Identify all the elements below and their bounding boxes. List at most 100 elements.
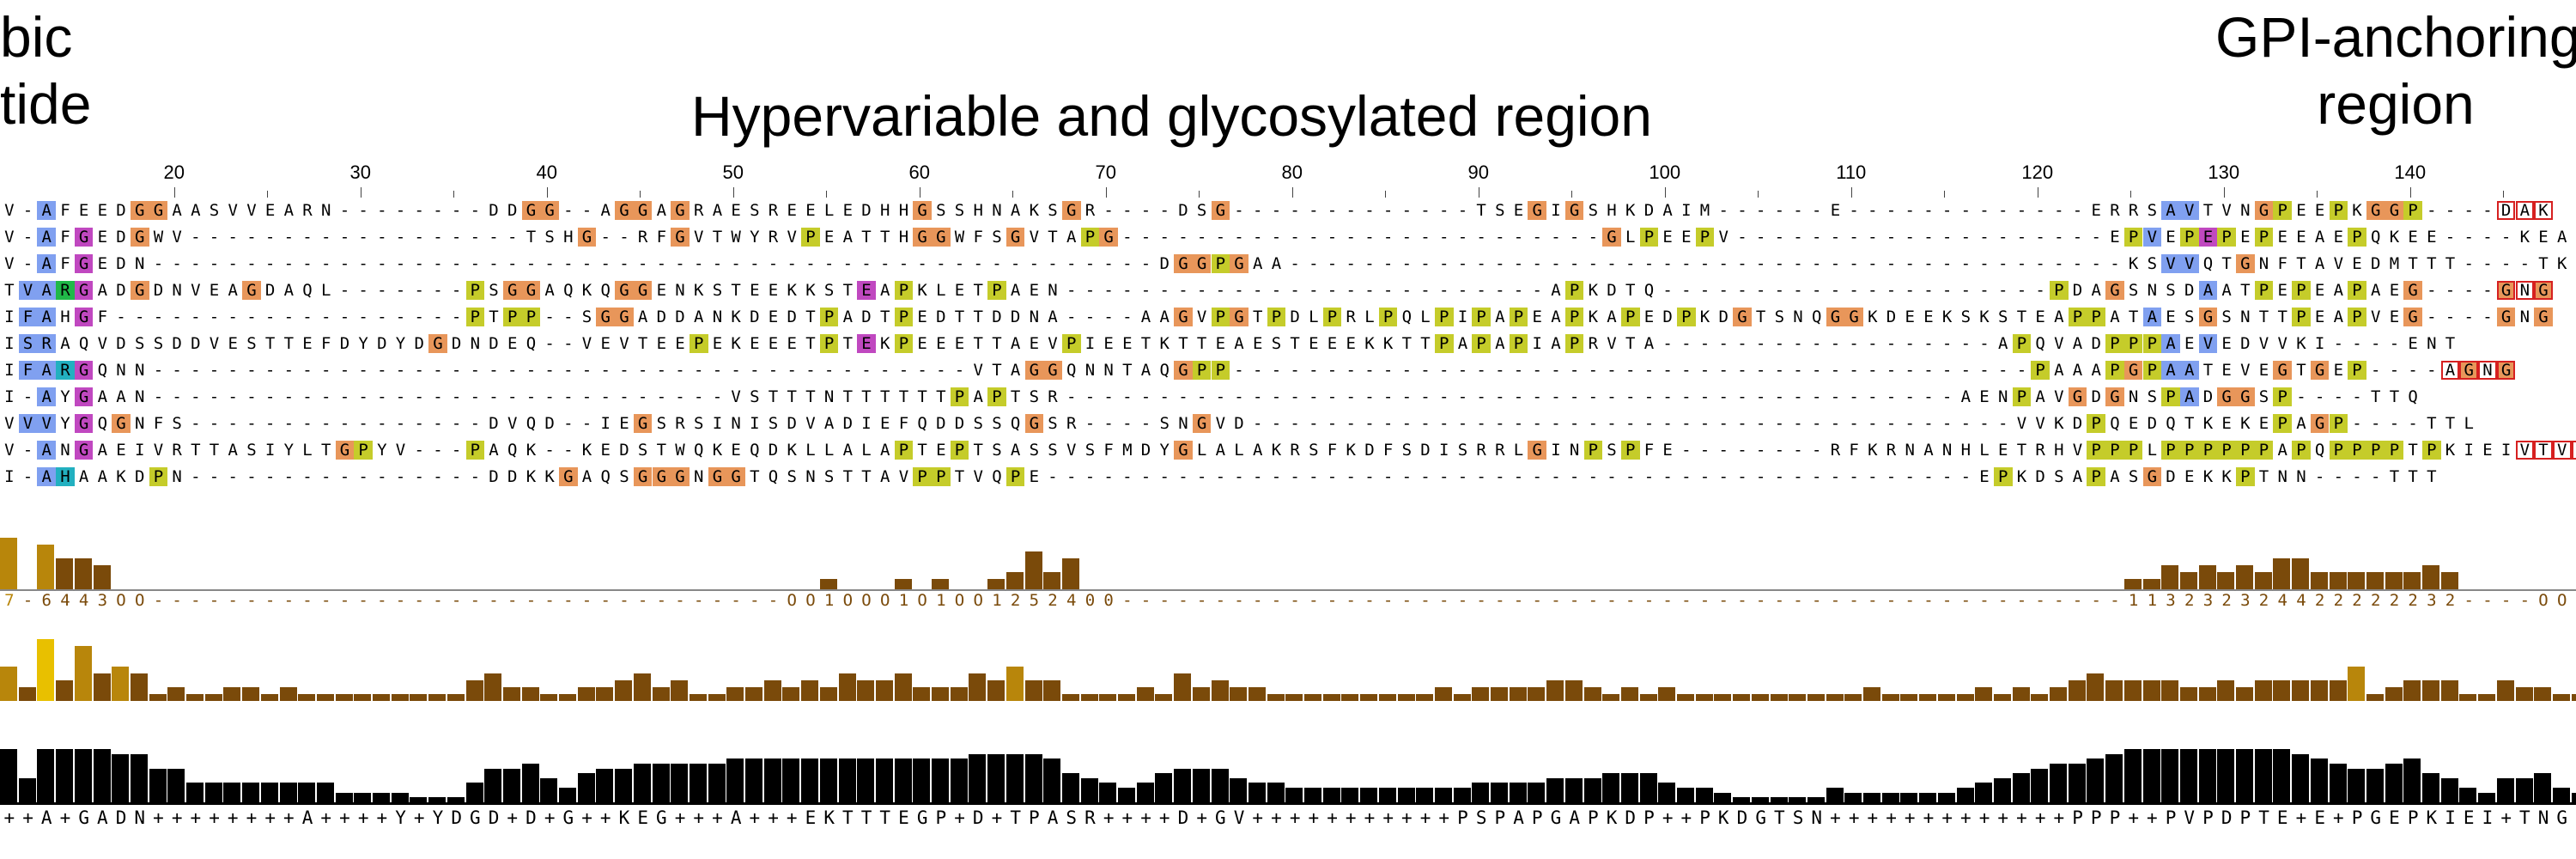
- residue: P: [1211, 308, 1230, 326]
- residue: -: [563, 387, 574, 406]
- residue: F: [1643, 441, 1655, 460]
- consensus-residue: D: [488, 807, 500, 828]
- residue: -: [1103, 308, 1114, 326]
- consensus-residue: I: [2482, 807, 2494, 828]
- residue: -: [1662, 361, 1673, 380]
- residue: A: [2142, 308, 2162, 326]
- occupancy-bar: [1900, 792, 1918, 802]
- consensus-residue: V: [1233, 807, 1245, 828]
- residue: P: [1472, 308, 1491, 326]
- quality-bar: [2478, 694, 2496, 701]
- residue: N: [135, 387, 145, 406]
- consensus-residue: +: [376, 807, 388, 828]
- occupancy-bar: [2068, 763, 2086, 802]
- quality-bar: [1770, 694, 1788, 701]
- consensus-residue: +: [283, 807, 295, 828]
- residue: -: [1513, 387, 1524, 406]
- residue: -: [246, 467, 257, 486]
- residue: -: [544, 308, 555, 326]
- residue: D: [116, 228, 126, 247]
- occupancy-bar: [1285, 788, 1303, 802]
- residue: -: [22, 441, 33, 460]
- occupancy-bar: [1993, 777, 2011, 802]
- residue: I: [4, 308, 15, 326]
- residue: -: [395, 308, 406, 326]
- residue: -: [414, 281, 424, 300]
- residue: V: [191, 281, 201, 300]
- ruler-minor-tick: [2317, 191, 2318, 198]
- residue: N: [470, 334, 481, 353]
- residue: D: [507, 467, 518, 486]
- residue: -: [2091, 228, 2101, 247]
- residue: -: [1662, 414, 1673, 433]
- residue: -: [1234, 467, 1244, 486]
- residue: -: [1868, 467, 1878, 486]
- residue: A: [37, 467, 57, 486]
- residue: P: [2348, 308, 2366, 326]
- residue: -: [1960, 414, 1971, 433]
- residue: A: [97, 467, 108, 486]
- quality-bar: [130, 673, 148, 701]
- residue: V: [1607, 334, 1617, 353]
- residue: -: [600, 228, 611, 247]
- conservation-score: -: [1122, 591, 1133, 610]
- residue: N: [172, 467, 182, 486]
- consensus-residue: +: [693, 807, 705, 828]
- occupancy-bar: [875, 758, 893, 802]
- quality-bar: [1528, 687, 1546, 701]
- ruler-tick-mark: [732, 187, 734, 198]
- conservation-bar: [2179, 572, 2197, 589]
- residue: -: [358, 201, 368, 220]
- residue: -: [1588, 387, 1599, 406]
- residue: G: [2385, 201, 2404, 220]
- residue: D: [1607, 281, 1617, 300]
- consensus-residue: A: [730, 807, 742, 828]
- residue: E: [1309, 334, 1319, 353]
- consensus-residue: A: [97, 807, 108, 828]
- residue: V: [2142, 228, 2162, 247]
- residue: D: [2035, 467, 2045, 486]
- residue: P: [2217, 228, 2236, 247]
- ruler-minor-tick: [1758, 191, 1759, 198]
- ruler-minor-tick: [1944, 191, 1946, 198]
- residue: A: [842, 228, 854, 247]
- occupancy-bar: [1024, 753, 1042, 802]
- occupancy-bar: [1155, 773, 1173, 802]
- ruler-tick-label: 140: [2394, 161, 2427, 183]
- residue: -: [1905, 201, 1915, 220]
- ruler-tick-label: 70: [1095, 161, 1116, 183]
- quality-bar: [112, 667, 130, 701]
- residue: D: [544, 414, 555, 433]
- conservation-score: 7: [4, 591, 15, 610]
- residue: -: [1718, 281, 1728, 300]
- residue: V: [2179, 254, 2199, 273]
- residue: A: [1010, 201, 1021, 220]
- residue: A: [97, 441, 108, 460]
- residue: T: [2445, 334, 2456, 353]
- residue: D: [153, 281, 164, 300]
- residue: D: [2371, 254, 2381, 273]
- residue: G: [1024, 361, 1044, 380]
- consensus-residue: E: [2389, 807, 2400, 828]
- residue: -: [954, 254, 965, 273]
- conservation-score: -: [768, 591, 779, 610]
- conservation-score: -: [2110, 591, 2120, 610]
- conservation-score: O: [2572, 591, 2576, 610]
- conservation-score: -: [1271, 591, 1282, 610]
- residue: D: [2072, 281, 2083, 300]
- residue: -: [1309, 228, 1319, 247]
- consensus-residue: I: [2445, 807, 2456, 828]
- residue: -: [526, 254, 537, 273]
